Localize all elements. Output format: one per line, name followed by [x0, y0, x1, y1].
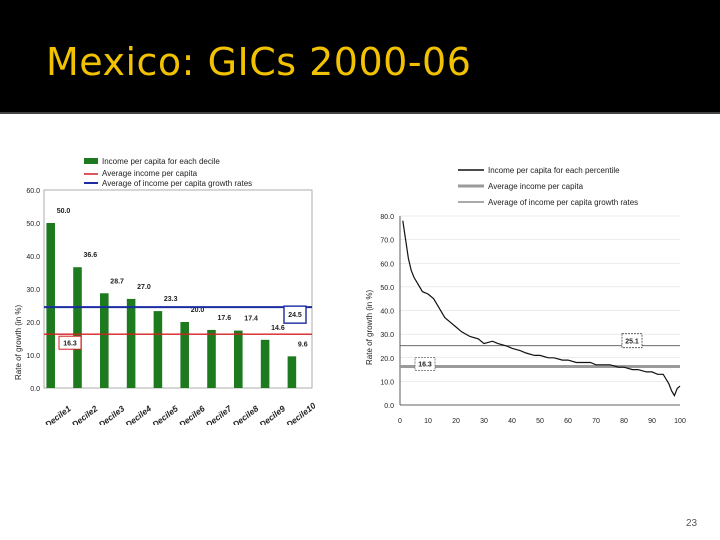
bar-value-label: 9.6 — [298, 341, 308, 348]
x-tick-label: Decile4 — [123, 403, 153, 425]
right-legend: Income per capita for each percentile Av… — [458, 166, 638, 207]
legend-label-avg-growth-thin: Average of income per capita growth rate… — [488, 198, 638, 207]
x-tick-label: Decile5 — [150, 403, 180, 425]
right-x-tick-label: 90 — [648, 418, 656, 425]
bar-value-label: 14.6 — [271, 325, 285, 332]
avg-growth-label-box — [283, 305, 307, 324]
right-y-tick-label: 50.0 — [380, 285, 394, 292]
right-x-tick-label: 30 — [480, 418, 488, 425]
right-x-tick-label: 40 — [508, 418, 516, 425]
right-x-tick-label: 80 — [620, 418, 628, 425]
bar-value-label: 23.3 — [164, 296, 178, 303]
bar — [234, 330, 243, 388]
avg-income-label-box — [58, 335, 82, 350]
avg-income-label-box-right — [414, 357, 436, 371]
avg-growth-label: 24.5 — [288, 312, 302, 319]
bar — [46, 223, 55, 388]
title-bar: Mexico: GICs 2000-06 — [0, 0, 720, 112]
right-y-tick-label: 20.0 — [380, 356, 394, 363]
avg-income-label: 16.3 — [63, 341, 77, 348]
bar-value-label: 17.4 — [244, 316, 258, 323]
left-y-tick-label: 0.0 — [30, 386, 40, 393]
right-x-tick-label: 10 — [424, 418, 432, 425]
bar — [73, 267, 82, 388]
bar-value-label: 28.7 — [110, 278, 124, 285]
right-x-tick-label: 60 — [564, 418, 572, 425]
right-x-tick-label: 100 — [674, 418, 686, 425]
right-y-tick-label: 70.0 — [380, 238, 394, 245]
legend-label-percentile: Income per capita for each percentile — [488, 166, 620, 175]
right-y-tick-label: 30.0 — [380, 332, 394, 339]
left-y-tick-label: 10.0 — [26, 353, 40, 360]
bar — [260, 339, 270, 388]
avg-growth-label-box-right — [621, 333, 643, 349]
left-plot-frame — [43, 189, 313, 389]
right-x-tick-label: 70 — [592, 418, 600, 425]
legend-label-avg-growth: Average of income per capita growth rate… — [102, 179, 252, 188]
left-y-tick-label: 30.0 — [26, 287, 40, 294]
legend-label-avg-income: Average income per capita — [102, 169, 198, 178]
left-y-tick-label: 40.0 — [26, 254, 40, 261]
right-y-tick-label: 40.0 — [380, 309, 394, 316]
bar-value-label: 50.0 — [57, 208, 71, 215]
legend-label-avg-income-gray: Average income per capita — [488, 182, 584, 191]
right-y-tick-label: 10.0 — [380, 379, 394, 386]
page-number: 23 — [686, 518, 698, 529]
left-legend: Income per capita for each decile Averag… — [84, 157, 252, 188]
x-tick-label: Decile9 — [257, 403, 287, 425]
x-tick-label: Decile1 — [43, 403, 73, 425]
avg-income-label-right: 16.3 — [418, 361, 432, 368]
bar — [287, 356, 297, 388]
percentile-line-chart: Income per capita for each percentile Av… — [365, 166, 686, 425]
decile-bar-chart: Income per capita for each decile Averag… — [14, 157, 318, 425]
x-tick-label: Decile6 — [177, 403, 207, 425]
bar — [153, 311, 163, 388]
left-y-tick-label: 50.0 — [26, 221, 40, 228]
legend-swatch-bars — [84, 158, 98, 164]
x-tick-label: Decile8 — [231, 403, 261, 425]
bar-value-label: 17.6 — [218, 315, 232, 322]
bar-value-label: 36.6 — [84, 252, 98, 259]
bar — [126, 298, 136, 388]
right-x-tick-label: 50 — [536, 418, 544, 425]
bar — [207, 329, 216, 388]
left-y-axis-label: Rate of growth (in %) — [14, 305, 23, 380]
right-x-tick-label: 0 — [398, 418, 402, 425]
percentile-growth-line — [402, 220, 681, 397]
right-y-axis-label: Rate of growth (in %) — [365, 290, 374, 365]
bar — [100, 293, 109, 388]
avg-growth-label-right: 25.1 — [625, 339, 639, 346]
left-y-tick-label: 20.0 — [26, 320, 40, 327]
x-tick-label: Decile2 — [70, 403, 100, 425]
slide-title: Mexico: GICs 2000-06 — [46, 40, 472, 84]
legend-label-bars: Income per capita for each decile — [102, 157, 220, 166]
bar — [180, 322, 189, 388]
x-tick-label: Decile10 — [284, 400, 318, 425]
right-y-tick-label: 0.0 — [384, 403, 394, 410]
left-y-tick-label: 60.0 — [26, 188, 40, 195]
x-tick-label: Decile3 — [97, 403, 127, 425]
title-divider — [0, 112, 720, 114]
right-x-tick-label: 20 — [452, 418, 460, 425]
bar-value-label: 20.0 — [191, 307, 205, 314]
right-y-tick-label: 60.0 — [380, 261, 394, 268]
right-y-tick-label: 80.0 — [380, 214, 394, 221]
bar-value-label: 27.0 — [137, 284, 151, 291]
